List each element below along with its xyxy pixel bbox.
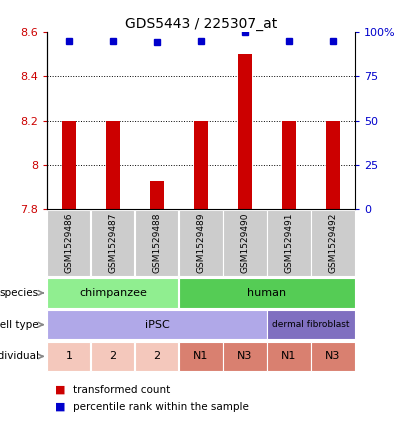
Text: chimpanzee: chimpanzee bbox=[79, 288, 147, 298]
Text: transformed count: transformed count bbox=[73, 385, 171, 395]
Text: GSM1529488: GSM1529488 bbox=[153, 213, 162, 274]
Bar bbox=[267, 210, 310, 276]
Text: N1: N1 bbox=[281, 352, 297, 361]
Text: 2: 2 bbox=[109, 352, 117, 361]
Bar bbox=[150, 181, 164, 209]
Bar bbox=[47, 278, 178, 308]
Text: 2: 2 bbox=[153, 352, 160, 361]
Bar bbox=[135, 342, 178, 371]
Text: N1: N1 bbox=[193, 352, 208, 361]
Bar bbox=[311, 342, 355, 371]
Bar bbox=[282, 121, 295, 209]
Title: GDS5443 / 225307_at: GDS5443 / 225307_at bbox=[125, 16, 277, 31]
Text: dermal fibroblast: dermal fibroblast bbox=[272, 320, 350, 329]
Text: human: human bbox=[247, 288, 286, 298]
Text: ■: ■ bbox=[55, 385, 66, 395]
Text: GSM1529486: GSM1529486 bbox=[64, 213, 73, 274]
Bar bbox=[91, 210, 135, 276]
Text: N3: N3 bbox=[237, 352, 253, 361]
Text: N3: N3 bbox=[325, 352, 341, 361]
Text: GSM1529489: GSM1529489 bbox=[196, 213, 206, 274]
Bar bbox=[311, 210, 355, 276]
Text: species: species bbox=[0, 288, 39, 298]
Bar bbox=[47, 310, 266, 339]
Bar bbox=[267, 310, 355, 339]
Text: iPSC: iPSC bbox=[144, 320, 169, 330]
Text: GSM1529492: GSM1529492 bbox=[328, 213, 337, 273]
Text: cell type: cell type bbox=[0, 320, 39, 330]
Text: individual: individual bbox=[0, 352, 39, 361]
Text: GSM1529487: GSM1529487 bbox=[109, 213, 118, 274]
Bar bbox=[224, 342, 266, 371]
Bar bbox=[194, 121, 208, 209]
Text: GSM1529490: GSM1529490 bbox=[240, 213, 249, 274]
Bar bbox=[238, 54, 252, 209]
Text: GSM1529491: GSM1529491 bbox=[284, 213, 293, 274]
Bar bbox=[135, 210, 178, 276]
Bar bbox=[224, 210, 266, 276]
Bar bbox=[62, 121, 75, 209]
Bar bbox=[267, 342, 310, 371]
Bar bbox=[47, 210, 91, 276]
Text: percentile rank within the sample: percentile rank within the sample bbox=[73, 402, 249, 412]
Bar bbox=[180, 342, 222, 371]
Bar bbox=[106, 121, 120, 209]
Bar bbox=[326, 121, 339, 209]
Bar bbox=[91, 342, 135, 371]
Bar bbox=[47, 342, 91, 371]
Text: 1: 1 bbox=[65, 352, 73, 361]
Bar bbox=[180, 210, 222, 276]
Text: ■: ■ bbox=[55, 402, 66, 412]
Bar bbox=[180, 278, 355, 308]
